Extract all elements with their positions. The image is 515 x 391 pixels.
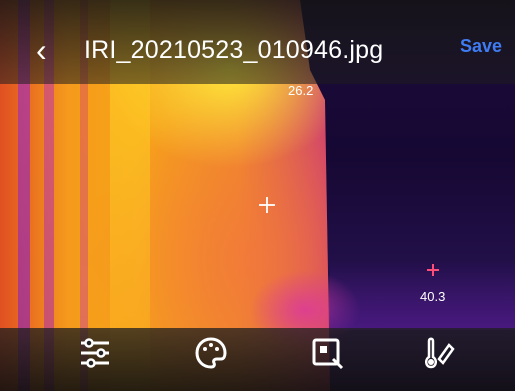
file-name-title: IRI_20210523_010946.jpg <box>84 36 384 64</box>
sliders-icon <box>81 338 109 368</box>
min-temperature-marker-icon <box>427 264 439 276</box>
save-button[interactable]: Save <box>459 36 502 56</box>
thermometer-tool-button[interactable] <box>419 335 455 371</box>
center-crosshair-icon <box>259 197 275 213</box>
thermal-stripe <box>80 0 88 391</box>
thermal-stripe <box>18 0 30 391</box>
palette-button[interactable] <box>193 335 229 371</box>
palette-icon <box>195 337 227 369</box>
thermal-band <box>330 260 515 330</box>
min-temperature-label: 40.3 <box>420 289 446 304</box>
back-icon[interactable]: ‹ <box>36 32 47 68</box>
region-measure-icon <box>312 338 344 370</box>
thermal-stripe <box>44 0 54 391</box>
top-bar: ‹ IRI_20210523_010946.jpg Save <box>0 0 515 84</box>
region-measure-button[interactable] <box>309 335 345 371</box>
max-temperature-label: 26.2 <box>288 83 314 98</box>
sliders-button[interactable] <box>77 335 113 371</box>
thermometer-tool-icon <box>425 337 455 369</box>
